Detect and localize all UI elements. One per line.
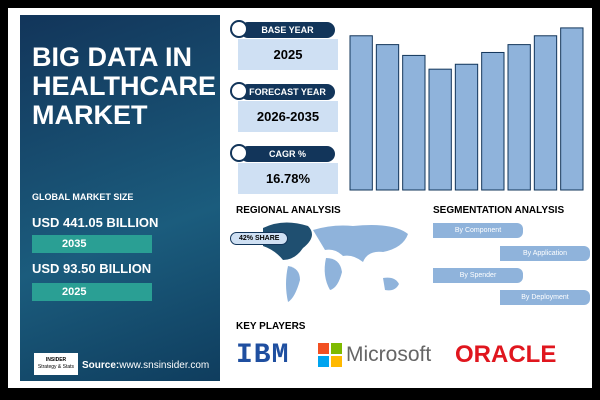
- card-label: FORECAST YEAR: [240, 84, 335, 100]
- graphics: [263, 27, 584, 302]
- card-value: 2025: [238, 39, 338, 70]
- source: Source:www.snsinsider.com: [82, 360, 209, 371]
- company: IBM: [236, 340, 290, 371]
- section-title: KEY PLAYERS: [236, 321, 306, 332]
- ms-logo: [318, 343, 342, 367]
- segment: By Component: [433, 223, 523, 238]
- bar: [533, 35, 558, 191]
- section-title: SEGMENTATION ANALYSIS: [433, 205, 565, 216]
- infographic: BIG DATA IN HEALTHCARE MARKET GLOBAL MAR…: [8, 8, 592, 388]
- company: ORACLE: [455, 341, 557, 368]
- segment: By Spender: [433, 268, 523, 283]
- segment: By Deployment: [500, 290, 590, 305]
- bar: [428, 68, 452, 191]
- title-line: MARKET: [32, 100, 148, 130]
- bar: [481, 51, 505, 191]
- section-title: REGIONAL ANALYSIS: [236, 205, 341, 216]
- card-icon: [230, 144, 248, 162]
- card-icon: [230, 20, 248, 38]
- source-url: www.snsinsider.com: [119, 360, 210, 371]
- world-map: [263, 222, 408, 302]
- logo: INSIDER Strategy & Stats: [34, 353, 78, 375]
- title-line: BIG DATA IN: [32, 42, 192, 72]
- market-year: 2025: [32, 283, 152, 301]
- card-value: 2026-2035: [238, 101, 338, 132]
- bar: [402, 54, 426, 191]
- market-size-label: GLOBAL MARKET SIZE: [32, 192, 134, 202]
- bar: [375, 44, 400, 191]
- card-label: BASE YEAR: [240, 22, 335, 38]
- bar: [507, 44, 531, 191]
- left-panel: BIG DATA IN HEALTHCARE MARKET GLOBAL MAR…: [20, 15, 220, 381]
- company: Microsoft: [346, 343, 432, 366]
- card-label: CAGR %: [240, 146, 335, 162]
- bar: [454, 63, 479, 191]
- logo-text: Strategy & Stats: [37, 364, 75, 370]
- title-line: HEALTHCARE: [32, 71, 216, 101]
- bar: [349, 35, 373, 191]
- segment: By Application: [500, 246, 590, 261]
- share-label: 42% SHARE: [230, 232, 289, 245]
- market-value: USD 93.50 BILLION: [32, 261, 152, 276]
- logo-text: INSIDER: [45, 357, 67, 363]
- card-icon: [230, 82, 248, 100]
- bar: [560, 27, 584, 191]
- source-label: Source:: [82, 360, 120, 371]
- card-value: 16.78%: [238, 163, 338, 194]
- market-year: 2035: [32, 235, 152, 253]
- market-value: USD 441.05 BILLION: [32, 215, 159, 230]
- title: BIG DATA IN HEALTHCARE MARKET: [32, 43, 216, 130]
